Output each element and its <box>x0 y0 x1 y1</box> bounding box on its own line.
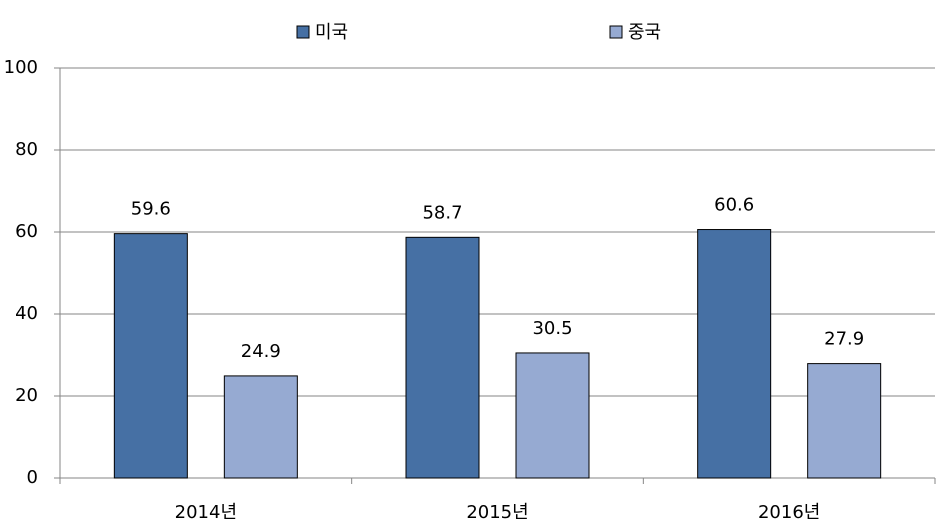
x-tick-label: 2016년 <box>758 502 820 523</box>
legend-swatch <box>296 25 310 39</box>
y-tick-label: 40 <box>15 303 38 324</box>
bar <box>697 229 772 479</box>
value-label: 30.5 <box>532 318 572 339</box>
legend-swatch <box>609 25 623 39</box>
legend-label: 중국 <box>628 22 661 43</box>
x-tick-label: 2014년 <box>175 502 237 523</box>
bar <box>113 233 188 479</box>
value-label: 59.6 <box>131 199 171 220</box>
legend-label: 미국 <box>315 22 348 43</box>
value-label: 24.9 <box>241 341 281 362</box>
y-tick-label: 80 <box>15 139 38 160</box>
y-tick-label: 60 <box>15 221 38 242</box>
y-tick-label: 20 <box>15 385 38 406</box>
bar <box>515 352 590 479</box>
y-tick-label: 0 <box>27 467 38 488</box>
x-tick-label: 2015년 <box>466 502 528 523</box>
bar <box>223 375 298 479</box>
value-label: 60.6 <box>714 195 754 216</box>
value-label: 27.9 <box>824 329 864 350</box>
bar <box>405 236 480 479</box>
value-label: 58.7 <box>422 202 462 223</box>
y-tick-label: 100 <box>4 57 38 78</box>
bar <box>807 363 882 479</box>
